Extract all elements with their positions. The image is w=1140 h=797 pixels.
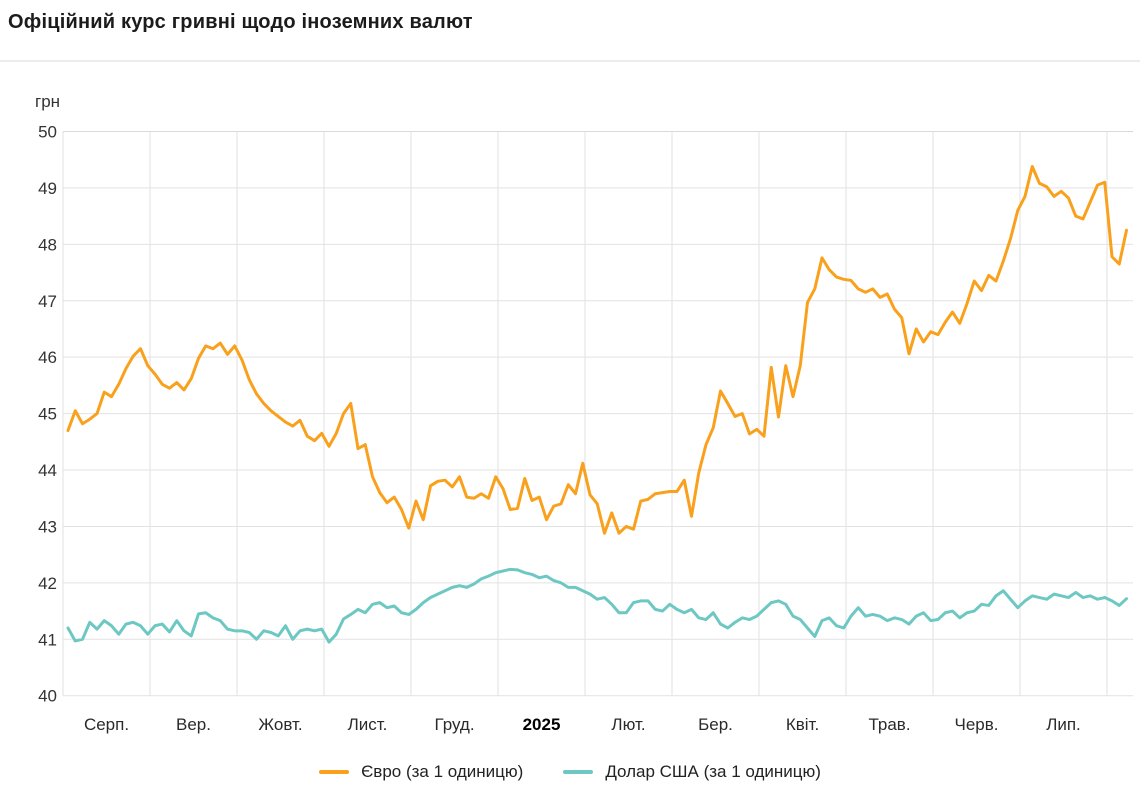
y-tick-label-45: 45 [38, 405, 57, 424]
page-header: Офіційний курс гривні щодо іноземних вал… [0, 0, 1140, 62]
legend-label-euro: Євро (за 1 одиницю) [361, 762, 524, 781]
euro-line-swatch [319, 770, 350, 774]
x-tick-label-8: Квіт. [786, 715, 819, 734]
y-tick-label-44: 44 [38, 461, 57, 480]
legend-item-euro[interactable]: Євро (за 1 одиницю) [319, 762, 523, 782]
usd-series-line[interactable] [66, 567, 1128, 644]
x-tick-label-7: Бер. [698, 715, 733, 734]
y-tick-label-47: 47 [38, 292, 57, 311]
x-tick-label-4: Груд. [434, 715, 474, 734]
x-tick-label-5: 2025 [523, 715, 561, 734]
x-tick-label-1: Вер. [176, 715, 211, 734]
x-tick-label-6: Лют. [611, 715, 645, 734]
exchange-rate-chart[interactable]: грн 50 49 48 47 46 45 44 43 42 41 40 Серп. Вер. Жовт. Л… [0, 62, 1140, 760]
x-tick-label-10: Черв. [955, 715, 999, 734]
y-tick-label-50: 50 [38, 123, 57, 142]
y-tick-label-40: 40 [38, 687, 57, 706]
x-tick-label-2: Жовт. [258, 715, 302, 734]
y-tick-label-49: 49 [38, 179, 57, 198]
y-tick-label-43: 43 [38, 517, 57, 536]
euro-series-line[interactable] [66, 164, 1128, 535]
legend-item-usd[interactable]: Долар США (за 1 одиницю) [563, 762, 821, 782]
x-tick-label-3: Лист. [348, 715, 388, 734]
x-tick-label-11: Лип. [1046, 715, 1081, 734]
y-tick-label-41: 41 [38, 630, 57, 649]
y-tick-label-42: 42 [38, 574, 57, 593]
page-title: Офіційний курс гривні щодо іноземних вал… [8, 11, 473, 33]
y-tick-label-46: 46 [38, 348, 57, 367]
chart-legend: Євро (за 1 одиницю) Долар США (за 1 один… [0, 762, 1140, 782]
x-tick-label-0: Серп. [84, 715, 129, 734]
y-tick-label-48: 48 [38, 235, 57, 254]
x-tick-label-9: Трав. [868, 715, 910, 734]
y-axis-title: грн [35, 92, 60, 111]
usd-line-swatch [563, 770, 594, 774]
legend-label-usd: Долар США (за 1 одиницю) [605, 762, 821, 781]
